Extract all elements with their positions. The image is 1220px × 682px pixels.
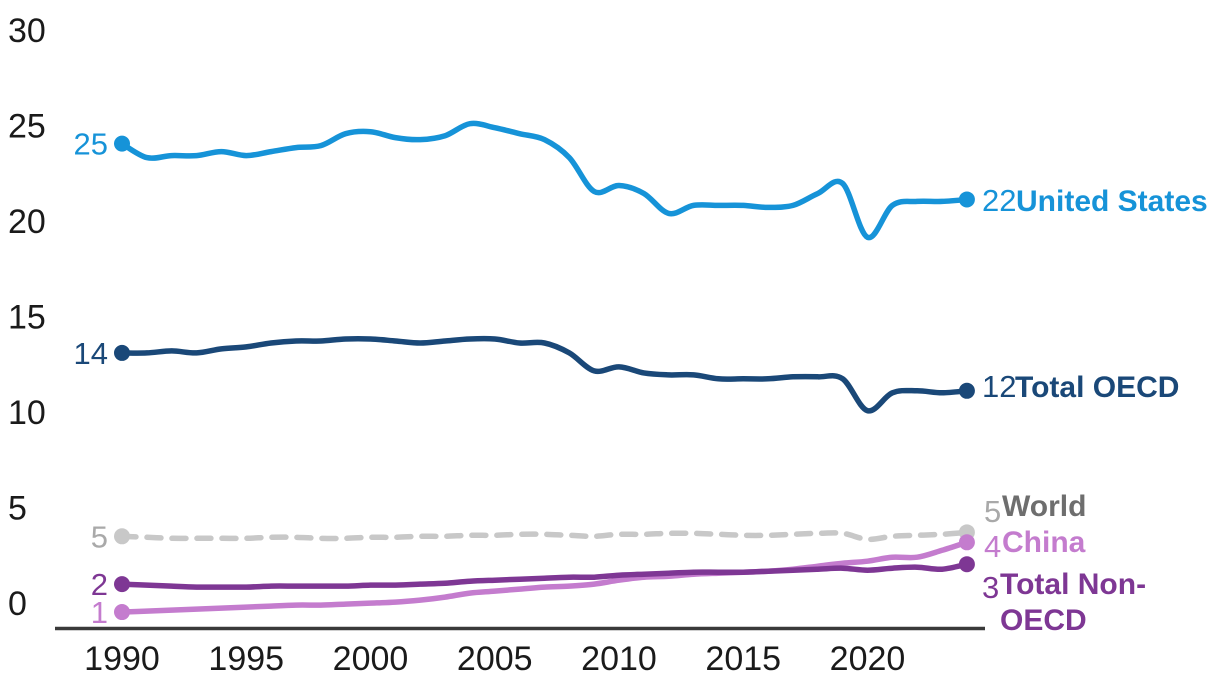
series-end-value-total-oecd: 12	[982, 369, 1016, 404]
series-end-value-united-states: 22	[982, 183, 1016, 218]
series-line-total-non-oecd	[119, 561, 970, 590]
x-tick-label: 2000	[333, 640, 409, 678]
series-china: 1 4 China	[91, 526, 1086, 630]
y-tick-label: 25	[8, 108, 46, 146]
series-start-dot	[114, 528, 130, 545]
x-tick-label: 2015	[705, 640, 781, 678]
series-start-value-united-states: 25	[74, 127, 108, 162]
series-name-label-total-oecd: Total OECD	[1015, 371, 1179, 404]
series-start-dot	[114, 576, 130, 593]
series-end-dot	[958, 382, 975, 399]
series-line-china	[119, 539, 970, 615]
series-start-value-china: 1	[91, 595, 108, 630]
series-start-dot	[114, 135, 130, 152]
y-axis-tick-labels: 30 25 20 15 10 5 0	[8, 12, 46, 623]
series-end-value-total-non-oecd: 3	[982, 570, 999, 605]
series-total-non-oecd: 2 3 Total Non-OECD	[91, 556, 1146, 637]
y-tick-label: 0	[8, 585, 27, 623]
series-name-label-united-states: United States	[1016, 185, 1208, 218]
series-name-label-world: World	[1002, 490, 1086, 523]
series-name-label-total-non-oecd: OECD	[1000, 604, 1087, 637]
y-tick-label: 20	[8, 203, 46, 241]
series-end-value-china: 4	[984, 529, 1001, 564]
series-end-dot	[958, 556, 975, 573]
y-tick-label: 15	[8, 299, 46, 337]
series-name-label-china: China	[1002, 526, 1086, 559]
x-tick-label: 2005	[457, 640, 533, 678]
series-end-value-world: 5	[984, 494, 1001, 529]
x-tick-label: 1990	[84, 640, 160, 678]
series-world: 55 World	[91, 490, 1087, 554]
y-tick-label: 30	[8, 12, 46, 50]
series-start-value-total-oecd: 14	[74, 336, 108, 371]
series-name-label-total-non-oecd: Total Non-	[1000, 568, 1146, 601]
y-tick-label: 5	[8, 490, 27, 528]
series-start-value-world: 5	[91, 519, 108, 554]
series-start-value-total-non-oecd: 2	[91, 567, 108, 602]
series-united-states: 25 22 United States	[74, 120, 1208, 241]
x-tick-label: 2020	[830, 640, 906, 678]
x-tick-label: 1995	[208, 640, 284, 678]
series-line-united-states	[119, 120, 970, 241]
series-line-total-oecd	[119, 335, 970, 414]
x-axis-tick-labels: 1990 1995 2000 2005 2010 2015 2020	[84, 640, 905, 678]
y-tick-label: 10	[8, 394, 46, 432]
series-end-dot	[958, 191, 975, 208]
series-end-dot	[958, 534, 975, 551]
series-start-dot	[114, 344, 130, 361]
series-start-dot	[114, 604, 130, 621]
series-line-world	[119, 529, 970, 543]
x-tick-label: 2010	[581, 640, 657, 678]
